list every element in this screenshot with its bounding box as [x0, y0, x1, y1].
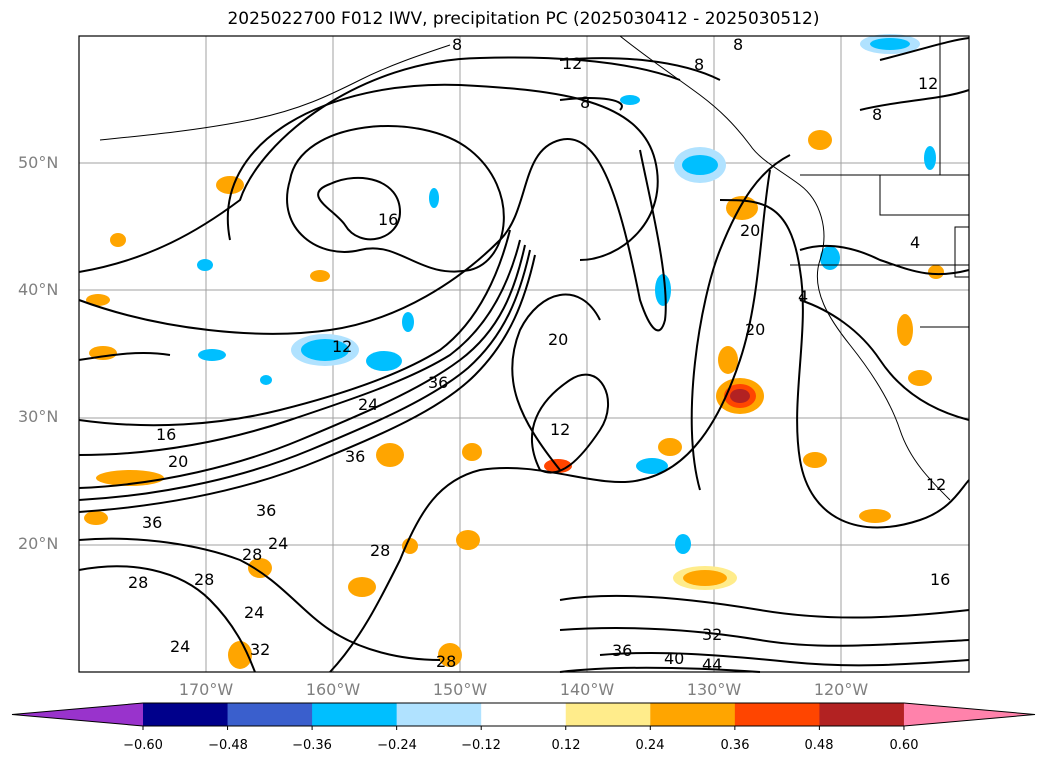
- iwv-contours: [78, 37, 970, 673]
- colorbar-tick-label: 0.24: [635, 738, 665, 753]
- contour-label: 36: [256, 501, 276, 520]
- contour-label: 4: [798, 287, 808, 306]
- contour-label: 4: [910, 233, 920, 252]
- contour-label: 20: [168, 452, 188, 471]
- contour-label: 8: [694, 55, 704, 74]
- lon-label: 120°W: [813, 680, 869, 699]
- contour-label: 32: [250, 640, 270, 659]
- colorbar-segment: [650, 703, 736, 726]
- lon-label: 150°W: [432, 680, 488, 699]
- contour-label: 36: [142, 513, 162, 532]
- map-frame: [78, 35, 970, 673]
- contour-label: 20: [745, 320, 765, 339]
- contour-labels: 8 8 8 8 12 12 16 12 20 36 24 20 12 16 20…: [128, 35, 950, 674]
- map-title: 2025022700 F012 IWV, precipitation PC (2…: [227, 9, 820, 29]
- contour-label: 28: [128, 573, 148, 592]
- contour-label: 28: [370, 541, 390, 560]
- contour-label: 24: [358, 395, 378, 414]
- contour-label: 28: [194, 570, 214, 589]
- lon-label: 160°W: [305, 680, 361, 699]
- lat-label: 40°N: [18, 280, 59, 299]
- contour-label: 28: [436, 652, 456, 671]
- colorbar-extend-high: [903, 703, 1035, 726]
- colorbar-extend-low: [12, 703, 143, 726]
- lat-label: 50°N: [18, 153, 59, 172]
- contour-label: 24: [244, 603, 264, 622]
- colorbar-segment: [481, 703, 567, 726]
- lat-label: 20°N: [18, 534, 59, 553]
- contour-label: 12: [926, 475, 946, 494]
- contour-label: 32: [702, 625, 722, 644]
- lon-label: 170°W: [178, 680, 234, 699]
- colorbar-tick-label: 0.12: [551, 738, 581, 753]
- contour-label: 16: [930, 570, 950, 589]
- contour-label: 20: [740, 221, 760, 240]
- contour-label: 8: [733, 35, 743, 54]
- colorbar-segment: [734, 703, 820, 726]
- lon-label: 140°W: [559, 680, 615, 699]
- contour-label: 28: [242, 545, 262, 564]
- contour-label: 16: [378, 210, 398, 229]
- contour-label: 24: [268, 534, 288, 553]
- colorbar-tick-label: 0.48: [804, 738, 834, 753]
- contour-label: 12: [332, 337, 352, 356]
- contour-label: 8: [452, 35, 462, 54]
- colorbar-segment: [819, 703, 905, 726]
- lon-label: 130°W: [686, 680, 742, 699]
- contour-label: 40: [664, 649, 684, 668]
- colorbar-tick-label: −0.60: [123, 738, 163, 753]
- colorbar-tick-label: −0.24: [377, 738, 417, 753]
- colorbar-segment: [565, 703, 651, 726]
- contour-label: 12: [562, 54, 582, 73]
- precip-negative-patches: [197, 34, 936, 554]
- contour-label: 36: [428, 373, 448, 392]
- contour-label: 24: [170, 637, 190, 656]
- contour-label: 36: [345, 447, 365, 466]
- contour-label: 36: [612, 641, 632, 660]
- contour-label: 8: [872, 105, 882, 124]
- contour-label: 44: [702, 655, 722, 674]
- colorbar-tick-label: −0.48: [208, 738, 248, 753]
- colorbar-segment: [227, 703, 313, 726]
- contour-label: 8: [580, 93, 590, 112]
- colorbar-tick-label: 0.36: [720, 738, 750, 753]
- precip-positive-patches: [84, 130, 944, 669]
- colorbar-segment: [396, 703, 482, 726]
- contour-label: 20: [548, 330, 568, 349]
- colorbar-segment: [312, 703, 398, 726]
- colorbar-tick-label: 0.60: [889, 738, 919, 753]
- colorbar-tick-label: −0.12: [461, 738, 501, 753]
- colorbar: [11, 702, 1036, 730]
- contour-label: 12: [918, 74, 938, 93]
- colorbar-tick-label: −0.36: [292, 738, 332, 753]
- contour-label: 12: [550, 420, 570, 439]
- lat-label: 30°N: [18, 407, 59, 426]
- contour-label: 16: [156, 425, 176, 444]
- colorbar-segment: [143, 703, 229, 726]
